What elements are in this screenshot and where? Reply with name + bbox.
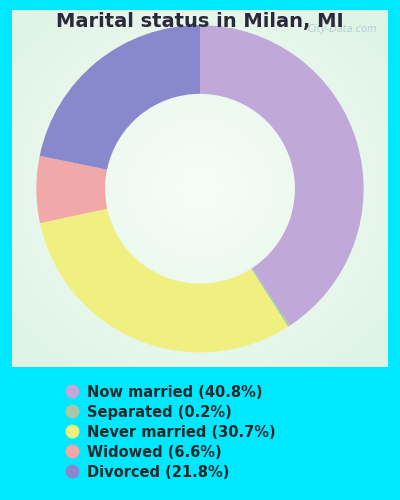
Wedge shape	[40, 208, 288, 352]
Legend: Now married (40.8%), Separated (0.2%), Never married (30.7%), Widowed (6.6%), Di: Now married (40.8%), Separated (0.2%), N…	[59, 379, 282, 486]
Text: Marital status in Milan, MI: Marital status in Milan, MI	[56, 12, 344, 32]
Wedge shape	[200, 25, 364, 326]
Wedge shape	[40, 25, 200, 170]
Wedge shape	[36, 156, 107, 223]
Wedge shape	[251, 268, 290, 326]
Text: City-Data.com: City-Data.com	[307, 24, 377, 34]
